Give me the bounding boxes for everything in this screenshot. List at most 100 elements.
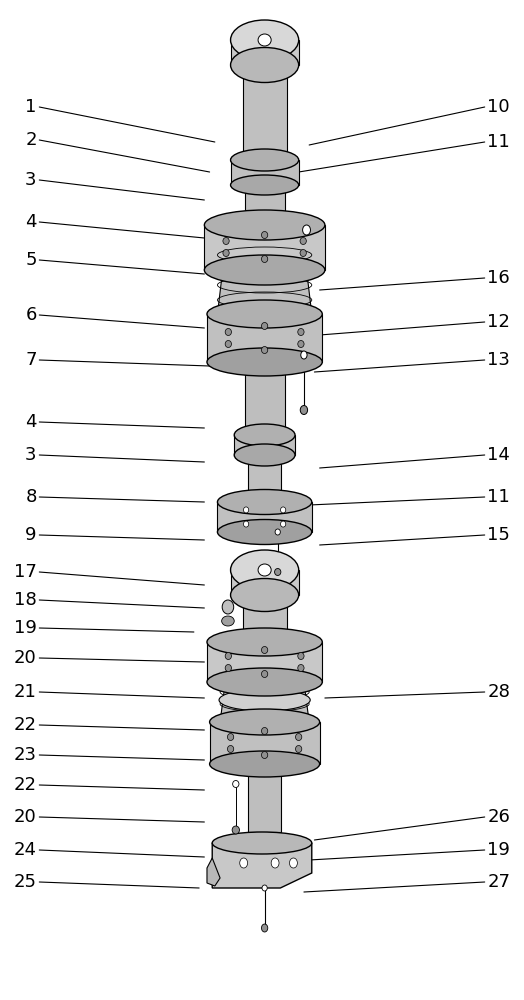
- Text: 17: 17: [14, 563, 37, 581]
- Ellipse shape: [244, 507, 249, 513]
- Polygon shape: [231, 160, 299, 185]
- Ellipse shape: [271, 858, 279, 868]
- Ellipse shape: [261, 752, 268, 758]
- Ellipse shape: [298, 652, 304, 660]
- Ellipse shape: [298, 340, 304, 348]
- Ellipse shape: [244, 521, 249, 527]
- Ellipse shape: [262, 885, 267, 891]
- Text: 5: 5: [25, 251, 37, 269]
- Ellipse shape: [223, 249, 229, 256]
- Ellipse shape: [232, 826, 239, 834]
- Ellipse shape: [298, 328, 304, 336]
- Text: 11: 11: [487, 488, 510, 506]
- Ellipse shape: [290, 858, 298, 868]
- Text: 4: 4: [25, 213, 37, 231]
- Text: 10: 10: [487, 98, 510, 116]
- Text: 12: 12: [487, 313, 510, 331]
- Ellipse shape: [212, 832, 312, 854]
- Ellipse shape: [207, 348, 322, 376]
- Ellipse shape: [275, 529, 280, 535]
- Text: 6: 6: [25, 306, 37, 324]
- Ellipse shape: [207, 628, 322, 656]
- Polygon shape: [231, 570, 299, 595]
- Ellipse shape: [231, 149, 299, 171]
- Ellipse shape: [225, 340, 232, 348]
- Text: 3: 3: [25, 171, 37, 189]
- Ellipse shape: [231, 578, 299, 611]
- Polygon shape: [234, 435, 295, 455]
- Ellipse shape: [225, 664, 232, 672]
- Polygon shape: [207, 858, 220, 886]
- Text: 19: 19: [14, 619, 37, 637]
- Text: 24: 24: [14, 841, 37, 859]
- Ellipse shape: [258, 34, 271, 46]
- Text: 22: 22: [14, 776, 37, 794]
- Text: 14: 14: [487, 446, 510, 464]
- Polygon shape: [245, 362, 285, 435]
- Polygon shape: [243, 595, 287, 642]
- Ellipse shape: [207, 300, 322, 328]
- Polygon shape: [243, 65, 287, 160]
- Ellipse shape: [296, 746, 302, 752]
- Ellipse shape: [300, 249, 307, 256]
- Text: 21: 21: [14, 683, 37, 701]
- Polygon shape: [210, 722, 320, 764]
- Polygon shape: [217, 502, 312, 532]
- Text: 25: 25: [14, 873, 37, 891]
- Ellipse shape: [300, 237, 307, 244]
- Ellipse shape: [225, 652, 232, 660]
- Ellipse shape: [280, 521, 286, 527]
- Text: 20: 20: [14, 649, 37, 667]
- Ellipse shape: [301, 351, 307, 359]
- Polygon shape: [212, 843, 312, 888]
- Ellipse shape: [210, 709, 320, 735]
- Polygon shape: [231, 40, 299, 65]
- Text: 13: 13: [487, 351, 510, 369]
- Text: 2: 2: [25, 131, 37, 149]
- Ellipse shape: [204, 255, 325, 285]
- Text: 22: 22: [14, 716, 37, 734]
- Text: 1: 1: [25, 98, 37, 116]
- Ellipse shape: [296, 734, 302, 740]
- Ellipse shape: [222, 616, 234, 626]
- Ellipse shape: [261, 347, 268, 354]
- Text: 4: 4: [25, 413, 37, 431]
- Polygon shape: [248, 764, 281, 832]
- Ellipse shape: [231, 175, 299, 195]
- Ellipse shape: [204, 210, 325, 240]
- Text: 27: 27: [487, 873, 510, 891]
- Ellipse shape: [298, 664, 304, 672]
- Ellipse shape: [261, 322, 268, 330]
- Ellipse shape: [222, 600, 234, 614]
- Ellipse shape: [225, 328, 232, 336]
- Polygon shape: [207, 642, 322, 682]
- Polygon shape: [220, 682, 309, 722]
- Ellipse shape: [234, 424, 295, 446]
- Ellipse shape: [233, 780, 239, 788]
- Ellipse shape: [210, 751, 320, 777]
- Text: 3: 3: [25, 446, 37, 464]
- Ellipse shape: [219, 689, 310, 711]
- Ellipse shape: [217, 489, 312, 514]
- Ellipse shape: [261, 647, 268, 654]
- Ellipse shape: [261, 924, 268, 932]
- Ellipse shape: [227, 734, 234, 740]
- Ellipse shape: [261, 255, 268, 262]
- Ellipse shape: [261, 728, 268, 734]
- Ellipse shape: [302, 225, 310, 235]
- Text: 8: 8: [25, 488, 37, 506]
- Ellipse shape: [261, 670, 268, 678]
- Ellipse shape: [231, 47, 299, 83]
- Ellipse shape: [207, 668, 322, 696]
- Ellipse shape: [227, 746, 234, 752]
- Ellipse shape: [217, 520, 312, 544]
- Text: 18: 18: [14, 591, 37, 609]
- Ellipse shape: [231, 20, 299, 60]
- Ellipse shape: [275, 568, 281, 576]
- Ellipse shape: [280, 507, 286, 513]
- Text: 28: 28: [487, 683, 510, 701]
- Polygon shape: [217, 270, 312, 314]
- Text: 20: 20: [14, 808, 37, 826]
- Ellipse shape: [231, 550, 299, 590]
- Text: 9: 9: [25, 526, 37, 544]
